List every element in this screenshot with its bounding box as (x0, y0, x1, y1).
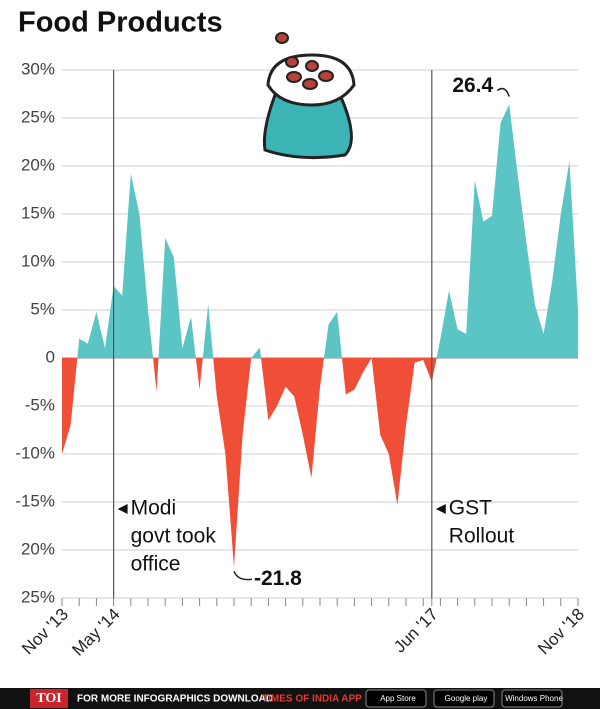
y-tick-label: 25% (21, 587, 55, 606)
event-label: GST (449, 497, 492, 520)
label-leader (233, 570, 253, 581)
value-label: 26.4 (452, 74, 493, 97)
y-tick-label: -5% (25, 395, 55, 414)
event-label: Modi (131, 497, 177, 520)
footer-app: TIMES OF INDIA APP (262, 694, 362, 705)
store-badge-label: Windows Phone (505, 694, 563, 703)
chart-title: Food Products (18, 7, 223, 39)
event-label: govt took (131, 525, 217, 548)
y-tick-label: 5% (30, 299, 55, 318)
store-badge (501, 689, 563, 708)
event-pointer (435, 504, 446, 514)
x-tick-label: May '14 (68, 605, 123, 660)
store-badge-label: App Store (380, 694, 416, 703)
value-label: -21.8 (254, 567, 302, 590)
x-tick-label: Nov '13 (18, 605, 72, 659)
event-pointer (117, 504, 128, 514)
x-tick-label: Jun '17 (390, 605, 442, 657)
footer-text: FOR MORE INFOGRAPHICS DOWNLOAD (77, 694, 273, 705)
event-label: office (131, 553, 181, 576)
y-tick-label: -15% (15, 491, 55, 510)
label-leader (496, 87, 510, 97)
y-tick-label: 15% (21, 203, 55, 222)
y-tick-label: 30% (21, 59, 55, 78)
y-tick-label: 20% (21, 155, 55, 174)
y-tick-label: 0 (46, 347, 55, 366)
logo: TOI (36, 691, 61, 706)
store-badge (365, 689, 427, 708)
logo-box (30, 689, 68, 708)
area-positive (62, 104, 578, 358)
store-badge (433, 689, 495, 708)
y-tick-label: 20% (21, 539, 55, 558)
y-tick-label: 10% (21, 251, 55, 270)
x-tick-label: Nov '18 (534, 605, 588, 659)
store-badge-label: Google play (445, 694, 488, 703)
y-tick-label: -10% (15, 443, 55, 462)
event-label: Rollout (449, 525, 515, 548)
y-tick-label: 25% (21, 107, 55, 126)
sack-illustration (263, 32, 356, 160)
